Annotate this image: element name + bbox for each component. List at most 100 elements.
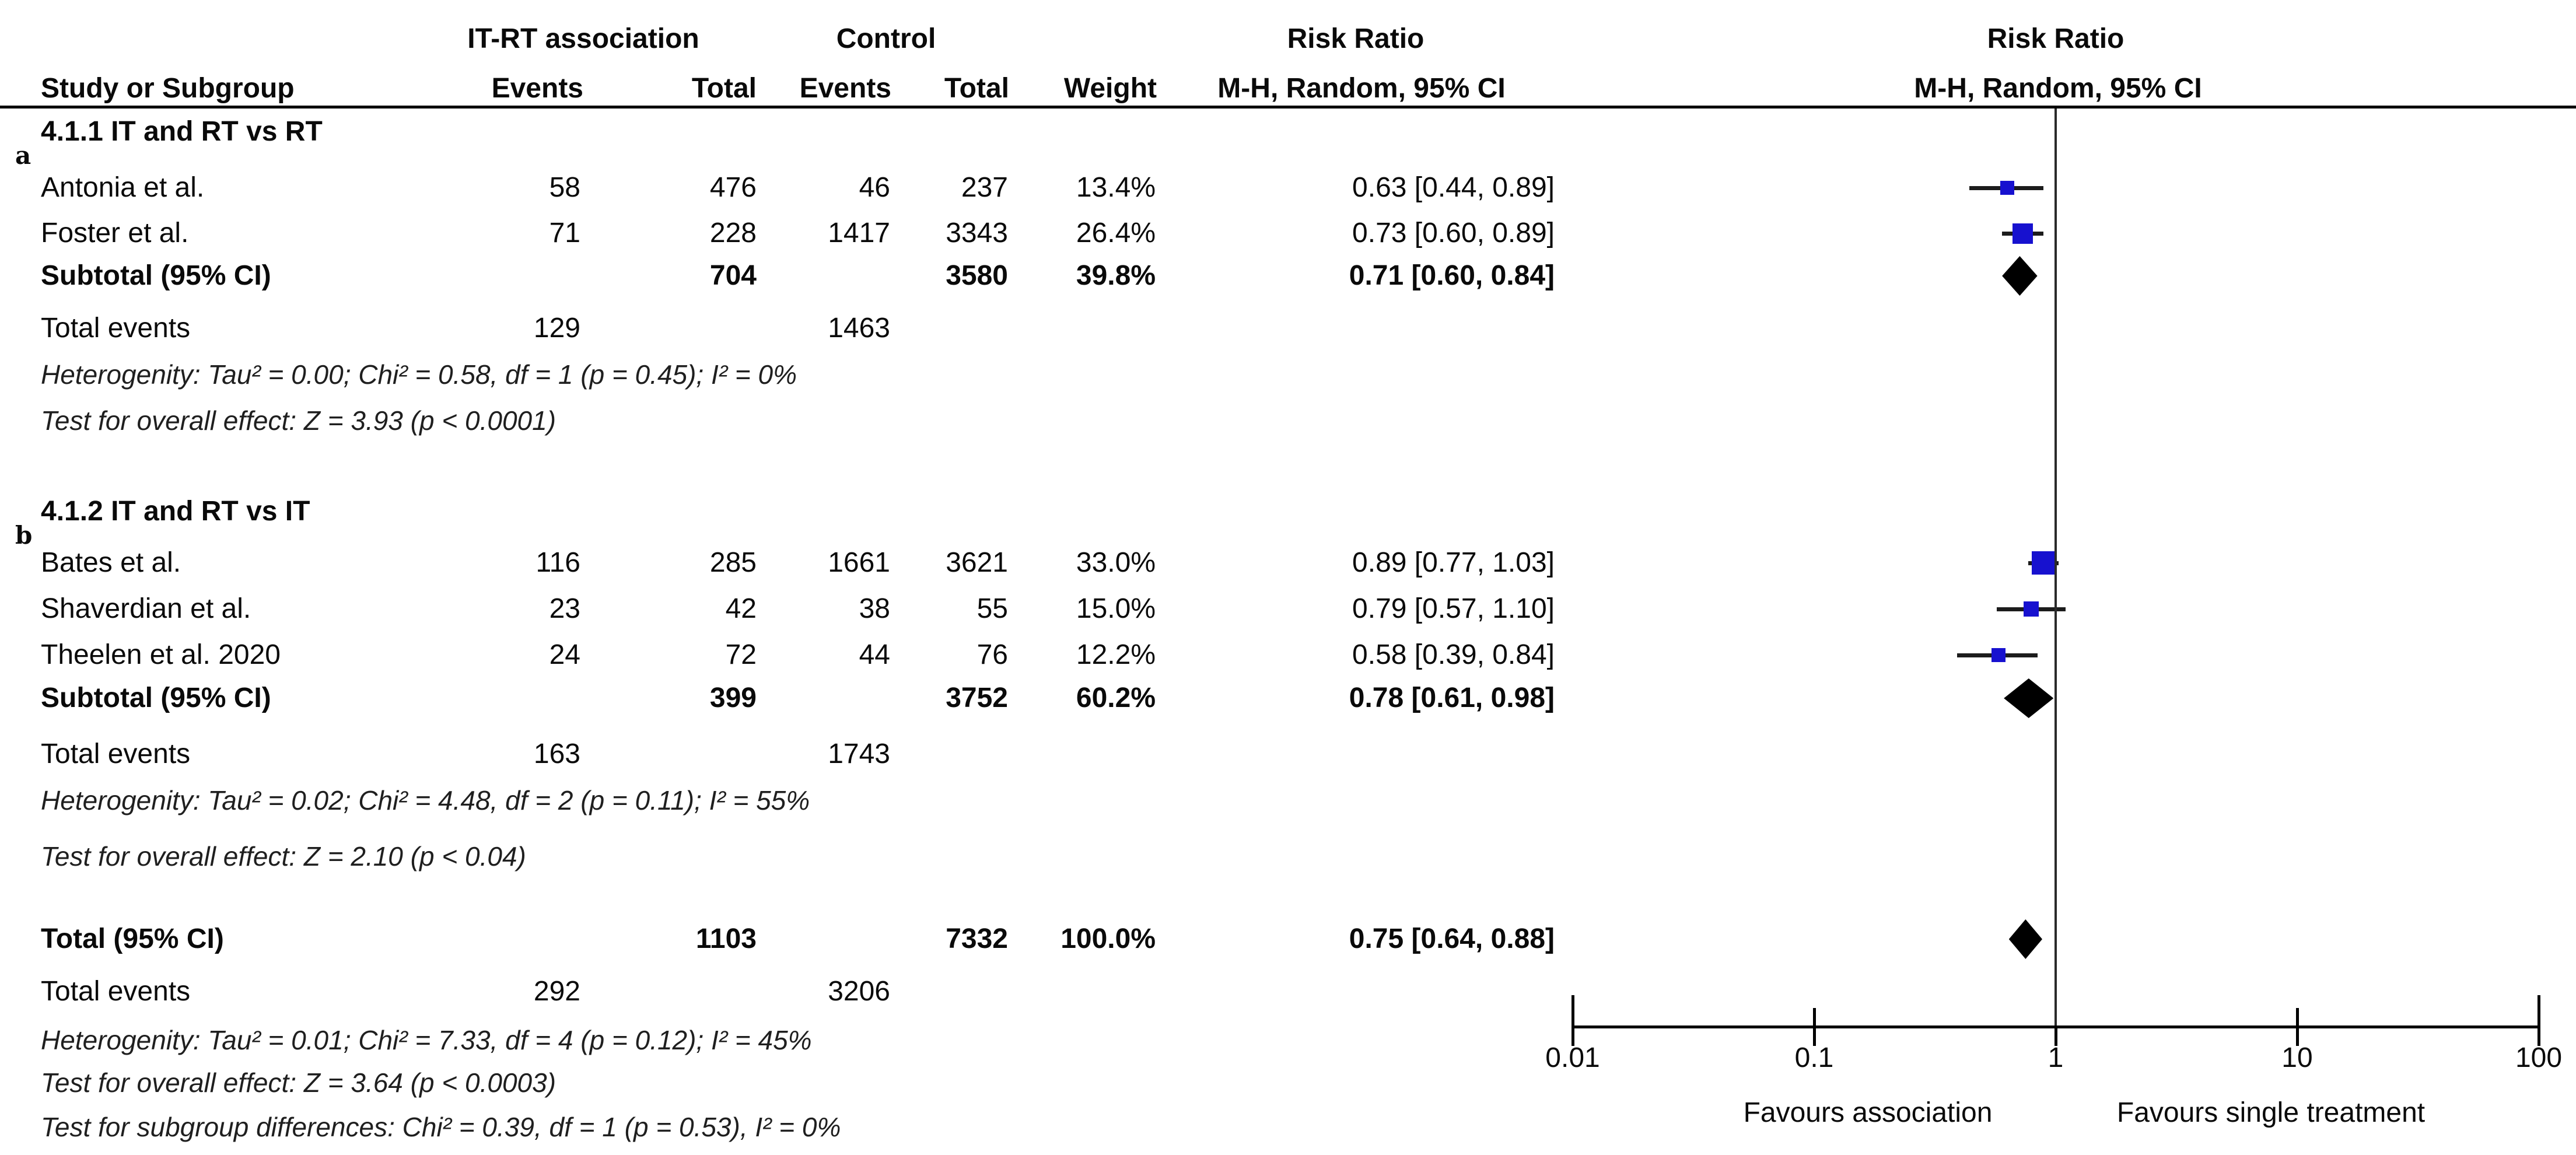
study-weight: 12.2% [1076, 639, 1156, 670]
study-name: Theelen et al. 2020 [41, 639, 281, 670]
col-study-or-subgroup: Study or Subgroup [41, 73, 295, 104]
study-events2: 44 [859, 639, 890, 670]
axis-tick-0.1 [1813, 1008, 1816, 1046]
header-risk-ratio-right: Risk Ratio [1987, 23, 2124, 54]
col-events-control: Events [799, 73, 891, 104]
grand-total-weight: 100.0% [1060, 923, 1156, 954]
study-events2: 1661 [828, 547, 890, 578]
study-weight: 15.0% [1076, 593, 1156, 624]
subtotal-weight: 39.8% [1076, 260, 1156, 291]
study-rr-text: 0.63 [0.44, 0.89] [1352, 172, 1555, 203]
study-1-point-marker [2023, 601, 2039, 617]
subgroup-differences-text: Test for subgroup differences: Chi² = 0.… [41, 1112, 841, 1142]
total-events-events2: 1463 [828, 313, 890, 344]
subtotal-label: Subtotal (95% CI) [41, 682, 271, 713]
study-events1: 23 [549, 593, 580, 624]
panel-label-b: b [15, 521, 33, 550]
study-weight: 13.4% [1076, 172, 1156, 203]
col-total-treatment: Total [691, 73, 757, 104]
study-total1: 228 [709, 218, 757, 249]
header-group2: Control [836, 23, 936, 54]
axis-tick-label: 0.1 [1794, 1042, 1834, 1073]
grand-total-events-events1: 292 [533, 976, 580, 1007]
reference-line-rr1 [2054, 108, 2057, 1028]
subtotal-weight: 60.2% [1076, 682, 1156, 713]
col-ci-left: M-H, Random, 95% CI [1217, 73, 1506, 104]
study-weight: 26.4% [1076, 218, 1156, 249]
study-2-point-marker [1992, 648, 2006, 662]
subtotal-total2: 3752 [946, 682, 1008, 713]
heterogeneity-text: Heterogenity: Tau² = 0.00; Chi² = 0.58, … [41, 359, 797, 390]
axis-tick-0.01 [1572, 995, 1574, 1046]
study-rr-text: 0.79 [0.57, 1.10] [1352, 593, 1555, 624]
total-events-label: Total events [41, 976, 191, 1007]
subtotal-rr-text: 0.71 [0.60, 0.84] [1349, 260, 1555, 291]
axis-tick-1 [2054, 1026, 2057, 1046]
axis-tick-label: 100 [2515, 1042, 2563, 1073]
study-0-point-marker [2000, 181, 2014, 195]
subtotal-label: Subtotal (95% CI) [41, 260, 271, 291]
study-name: Foster et al. [41, 218, 189, 249]
study-total2: 237 [961, 172, 1008, 203]
overall-effect-text: Test for overall effect: Z = 3.93 (p < 0… [41, 405, 556, 436]
subtotal-4.1.1-summary-diamond [2002, 256, 2038, 296]
subgroup-title-4.1.1: 4.1.1 IT and RT vs RT [41, 116, 323, 147]
favours-right-label: Favours single treatment [2116, 1097, 2426, 1128]
study-total1: 476 [709, 172, 757, 203]
study-total1: 285 [709, 547, 757, 578]
panel-label-a: a [15, 141, 32, 170]
study-rr-text: 0.58 [0.39, 0.84] [1352, 639, 1555, 670]
grand-total-total2: 7332 [946, 923, 1008, 954]
study-rr-text: 0.73 [0.60, 0.89] [1352, 218, 1555, 249]
grand-total-events-events2: 3206 [828, 976, 890, 1007]
grand-total-total1: 1103 [695, 923, 757, 954]
overall-effect-text: Test for overall effect: Z = 3.64 (p < 0… [41, 1068, 556, 1098]
study-events2: 46 [859, 172, 890, 203]
subtotal-total1: 399 [709, 682, 757, 713]
study-total1: 72 [725, 639, 757, 670]
study-total2: 55 [977, 593, 1008, 624]
study-events1: 71 [549, 218, 580, 249]
study-name: Bates et al. [41, 547, 181, 578]
favours-left-label: Favours association [1743, 1097, 1993, 1128]
study-total2: 3621 [946, 547, 1008, 578]
study-name: Antonia et al. [41, 172, 205, 203]
axis-tick-label: 1 [2048, 1042, 2064, 1073]
study-0-point-marker [2032, 551, 2056, 575]
axis-tick-label: 0.01 [1545, 1042, 1600, 1073]
heterogeneity-text: Heterogenity: Tau² = 0.02; Chi² = 4.48, … [41, 785, 810, 816]
col-ci-right: M-H, Random, 95% CI [1914, 73, 2202, 104]
total-label: Total (95% CI) [41, 923, 224, 954]
study-events1: 58 [549, 172, 580, 203]
header-rule [0, 106, 2576, 108]
total-events-label: Total events [41, 738, 191, 769]
total-events-events1: 129 [533, 313, 580, 344]
total-events-events1: 163 [533, 738, 580, 769]
study-events1: 116 [536, 547, 580, 578]
col-events-treatment: Events [491, 73, 583, 104]
study-events2: 1417 [828, 218, 890, 249]
subtotal-rr-text: 0.78 [0.61, 0.98] [1349, 682, 1555, 713]
total-events-label: Total events [41, 313, 191, 344]
study-total2: 76 [977, 639, 1008, 670]
study-weight: 33.0% [1076, 547, 1156, 578]
study-1-point-marker [2012, 223, 2033, 244]
study-rr-text: 0.89 [0.77, 1.03] [1352, 547, 1555, 578]
subtotal-total2: 3580 [946, 260, 1008, 291]
header-group1: IT-RT association [467, 23, 699, 54]
grand-total-rr-text: 0.75 [0.64, 0.88] [1349, 923, 1555, 954]
study-name: Shaverdian et al. [41, 593, 251, 624]
grand-total-summary-diamond [2008, 919, 2042, 959]
col-total-control: Total [944, 73, 1009, 104]
axis-tick-100 [2538, 995, 2540, 1046]
study-total2: 3343 [946, 218, 1008, 249]
study-events1: 24 [549, 639, 580, 670]
col-weight: Weight [1063, 73, 1157, 104]
subtotal-4.1.2-summary-diamond [2004, 678, 2054, 718]
subtotal-total1: 704 [709, 260, 757, 291]
total-events-events2: 1743 [828, 738, 890, 769]
subgroup-title-4.1.2: 4.1.2 IT and RT vs IT [41, 496, 310, 527]
axis-tick-10 [2296, 1008, 2299, 1046]
study-total1: 42 [725, 593, 757, 624]
